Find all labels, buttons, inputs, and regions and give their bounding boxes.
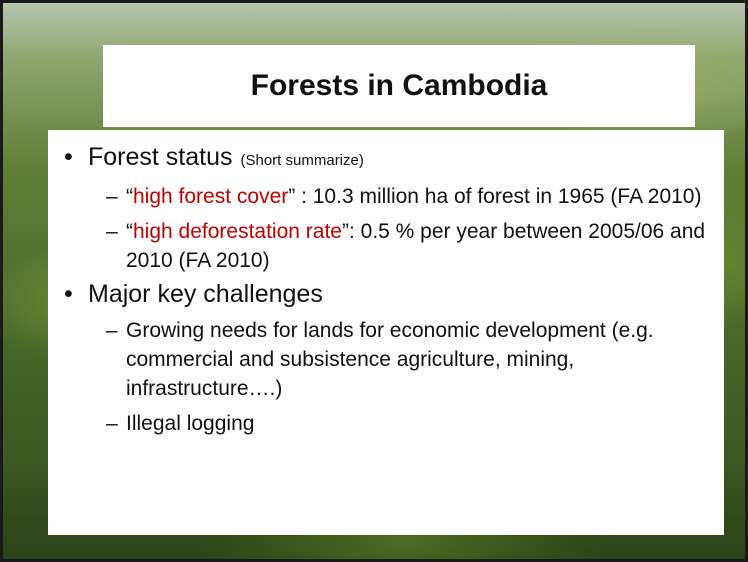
sub-bullet-text: Growing needs for lands for economic dev… bbox=[126, 319, 654, 400]
slide: Forests in Cambodia Forest status (Short … bbox=[0, 0, 748, 562]
sub-bullet: Growing needs for lands for economic dev… bbox=[78, 316, 714, 403]
content-box: Forest status (Short summarize) “high fore… bbox=[48, 130, 724, 535]
slide-title: Forests in Cambodia bbox=[251, 69, 548, 103]
highlight-text: high deforestation rate bbox=[133, 220, 342, 243]
sub-bullet-text: Illegal logging bbox=[126, 412, 254, 435]
bullet-text: Major key challenges bbox=[88, 280, 323, 308]
bullet-note: (Short summarize) bbox=[241, 152, 364, 169]
bullet-text: Forest status bbox=[88, 143, 233, 171]
title-box: Forests in Cambodia bbox=[103, 45, 695, 127]
sub-bullet: “high forest cover” : 10.3 million ha of… bbox=[78, 182, 714, 211]
quote-open: “ bbox=[126, 220, 133, 243]
sub-bullet: “high deforestation rate”: 0.5 % per yea… bbox=[78, 217, 714, 275]
quote-open: “ bbox=[126, 185, 133, 208]
highlight-text: high forest cover bbox=[133, 185, 288, 208]
bullet: Forest status (Short summarize) bbox=[58, 142, 714, 176]
sub-bullet-text: ” : 10.3 million ha of forest in 1965 (F… bbox=[288, 185, 701, 208]
bullet: Major key challenges bbox=[58, 279, 714, 310]
sub-bullet: Illegal logging bbox=[78, 409, 714, 438]
